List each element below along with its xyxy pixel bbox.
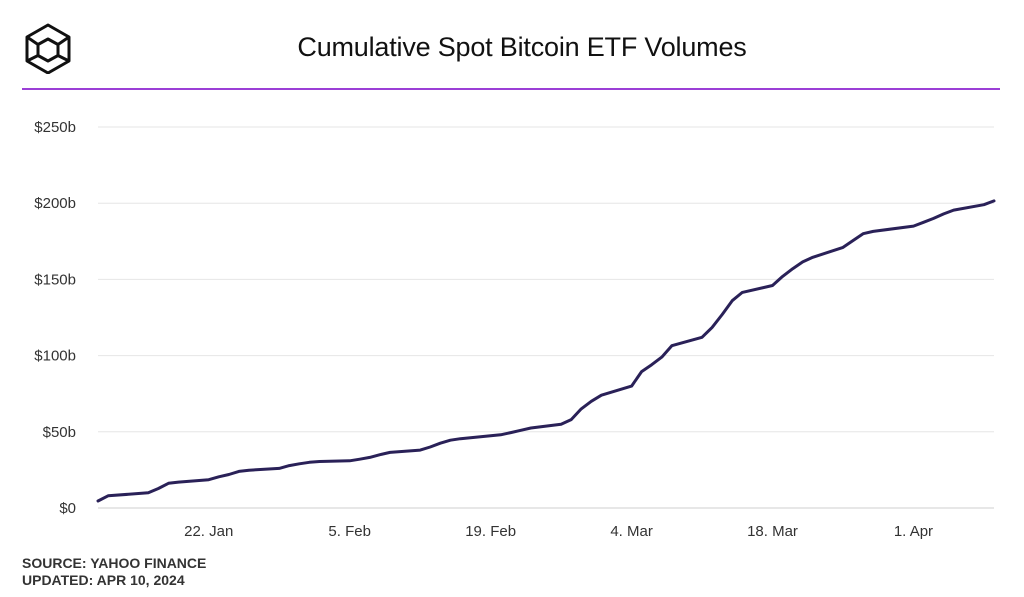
y-tick-label: $100b xyxy=(34,348,76,365)
y-tick-label: $200b xyxy=(34,195,76,212)
y-tick-label: $150b xyxy=(34,271,76,288)
gridlines xyxy=(98,126,994,509)
chart-title: Cumulative Spot Bitcoin ETF Volumes xyxy=(297,32,747,62)
chart-footer: SOURCE: YAHOO FINANCE UPDATED: APR 10, 2… xyxy=(22,555,206,589)
y-axis-labels: $0 $50b $100b $150b $200b $250b xyxy=(34,119,76,517)
series-line xyxy=(96,199,996,503)
x-tick-label: 18. Mar xyxy=(747,523,798,540)
y-tick-label: $50b xyxy=(43,424,76,441)
y-tick-label: $250b xyxy=(34,119,76,136)
chart-header: Cumulative Spot Bitcoin ETF Volumes xyxy=(0,0,1024,90)
x-axis-labels: 22. Jan 5. Feb 19. Feb 4. Mar 18. Mar 1. Apr xyxy=(184,523,933,540)
updated-note: UPDATED: APR 10, 2024 xyxy=(22,572,185,588)
cube-icon xyxy=(25,23,71,74)
x-tick-label: 19. Feb xyxy=(465,523,516,540)
x-tick-label: 1. Apr xyxy=(894,523,933,540)
series-layer xyxy=(96,199,996,503)
y-tick-label: $0 xyxy=(59,500,76,517)
x-tick-label: 22. Jan xyxy=(184,523,233,540)
x-tick-label: 4. Mar xyxy=(610,523,653,540)
source-note: SOURCE: YAHOO FINANCE xyxy=(22,555,207,571)
x-tick-label: 5. Feb xyxy=(328,523,371,540)
header-divider xyxy=(22,88,1000,90)
